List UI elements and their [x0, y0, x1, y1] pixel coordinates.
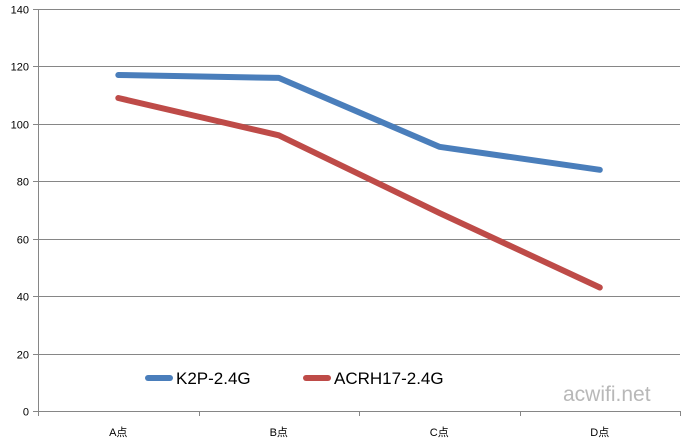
legend-label-1: K2P-2.4G	[176, 369, 251, 388]
x-tick-label: B点	[270, 426, 288, 439]
x-tick-label: C点	[430, 426, 449, 439]
x-tick-label: D点	[590, 426, 609, 439]
axes	[38, 9, 680, 412]
watermark-text: acwifi.net	[563, 383, 651, 406]
legend-label-2: ACRH17-2.4G	[334, 369, 444, 388]
x-tick-label: A点	[109, 426, 127, 439]
series-line-1	[115, 72, 603, 173]
y-tick-label: 0	[23, 407, 29, 419]
y-tick-label: 40	[17, 292, 29, 304]
y-tick-label: 120	[11, 62, 29, 74]
y-tick-label: 100	[11, 120, 29, 132]
y-tick-label: 80	[17, 177, 29, 189]
y-tick-label: 20	[17, 350, 29, 362]
gridlines	[38, 9, 680, 355]
y-tick-label: 60	[17, 235, 29, 247]
y-tick-label: 140	[11, 5, 29, 17]
series-line-2	[115, 95, 603, 291]
legend: K2P-2.4G ACRH17-2.4G	[145, 369, 444, 388]
y-axis-ticks: 0 20 40 60 80 100 120 140	[11, 5, 38, 419]
series-lines	[115, 72, 603, 291]
x-axis-ticks: A点 B点 C点 D点	[38, 411, 681, 439]
